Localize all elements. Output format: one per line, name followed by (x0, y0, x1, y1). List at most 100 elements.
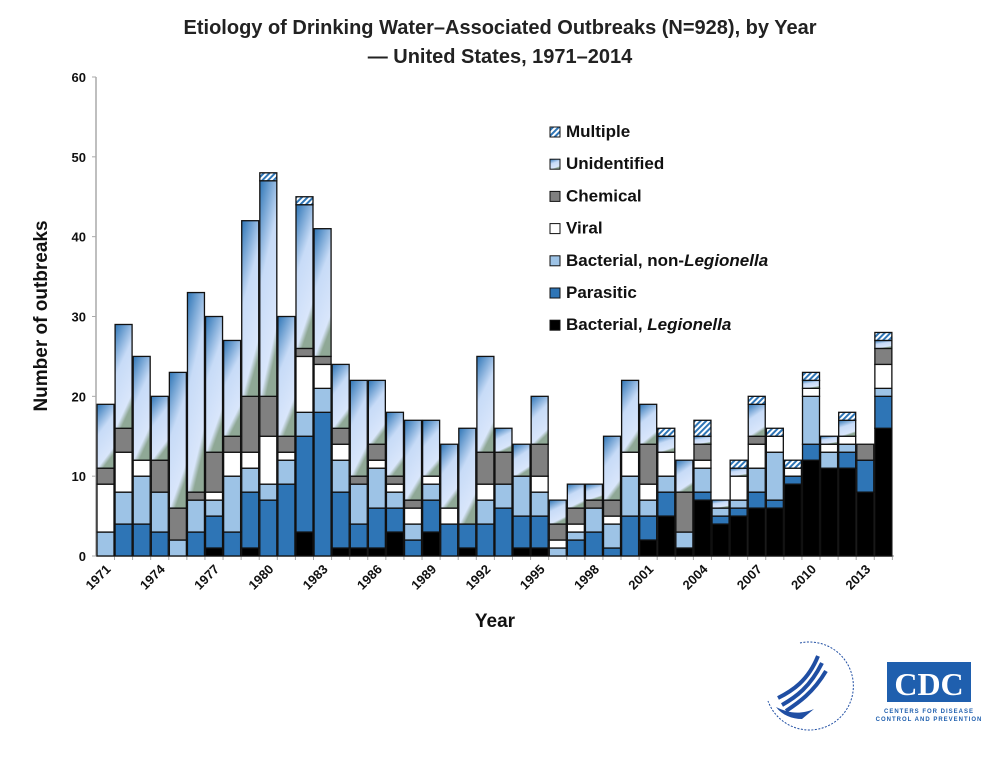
bar-segment-bacterial-non-legionella-1972 (114, 491, 133, 525)
bar-segment-parasitic-2012 (838, 451, 857, 469)
bar-segment-viral-1977 (204, 491, 224, 501)
bar-segment-bacterial-non-legionella-1973 (132, 475, 151, 525)
bar-segment-bacterial-non-legionella-1997 (566, 531, 585, 541)
bar-segment-unidentified-2004 (693, 435, 712, 445)
bar-segment-unidentified-1978 (222, 339, 242, 437)
bar-segment-unidentified-2010 (801, 379, 821, 390)
bar-stack-1974 (150, 395, 169, 557)
bar-segment-viral-1979 (241, 451, 260, 469)
bar-segment-bacterial-non-legionella-2000 (620, 475, 640, 517)
bar-segment-parasitic-1974 (150, 531, 169, 557)
bar-segment-chemical-1978 (222, 435, 242, 453)
bar-segment-bacterial-non-legionella-1992 (476, 499, 495, 525)
bar-segment-parasitic-1984 (331, 491, 350, 549)
bar-segment-viral-2014 (874, 363, 893, 389)
bar-segment-unidentified-1999 (602, 435, 622, 501)
bar-segment-bacterial-legionella-2003 (675, 547, 694, 557)
bar-stack-2005 (711, 499, 730, 557)
legend-item-multiple: Multiple (549, 122, 630, 141)
bar-segment-unidentified-1993 (494, 427, 513, 453)
bar-segment-viral-1986 (367, 459, 387, 469)
bar-segment-chemical-1977 (204, 451, 224, 493)
x-tick-label: 1986 (354, 562, 385, 593)
bar-stack-1989 (421, 419, 441, 557)
bar-segment-chemical-1987 (385, 475, 405, 485)
bar-segment-chemical-2001 (639, 443, 658, 485)
bar-segment-viral-1973 (132, 459, 151, 477)
bar-segment-bacterial-non-legionella-2004 (693, 467, 712, 493)
bar-segment-multiple-1982 (295, 196, 314, 206)
bar-segment-viral-1989 (421, 475, 441, 485)
bar-stack-1994 (512, 443, 531, 557)
bar-segment-bacterial-non-legionella-2006 (729, 499, 748, 509)
y-tick-label: 20 (72, 389, 86, 404)
legend-swatch (549, 126, 561, 138)
bar-segment-unidentified-1990 (440, 443, 459, 509)
bar-segment-chemical-1971 (96, 467, 115, 485)
legend-swatch (549, 255, 561, 267)
legend-swatch (549, 287, 561, 299)
bar-segment-chemical-1982 (295, 347, 314, 358)
bar-stack-2011 (819, 435, 839, 557)
bar-segment-parasitic-2014 (874, 395, 893, 429)
bar-segment-parasitic-1986 (367, 507, 387, 549)
legend-label: Bacterial, non-Legionella (566, 251, 768, 270)
x-tick-label: 1977 (191, 562, 222, 593)
bar-segment-parasitic-1988 (403, 539, 423, 557)
legend-item-bacterial-legionella: Bacterial, Legionella (549, 315, 731, 334)
bar-segment-unidentified-1977 (204, 315, 224, 453)
bar-segment-bacterial-legionella-2001 (639, 539, 658, 557)
bar-segment-multiple-2008 (765, 427, 784, 437)
bar-segment-bacterial-legionella-2013 (856, 491, 875, 557)
y-axis-label: Number of outbreaks (31, 220, 52, 411)
bar-segment-unidentified-1975 (168, 371, 188, 509)
bar-segment-viral-1996 (548, 539, 567, 549)
y-tick-label: 40 (72, 230, 86, 245)
bar-segment-chemical-1976 (186, 491, 206, 501)
bar-segment-unidentified-1992 (476, 355, 495, 453)
legend-label: Parasitic (566, 283, 637, 302)
bar-stack-2007 (747, 395, 766, 557)
bar-segment-chemical-1972 (114, 427, 133, 453)
bar-segment-parasitic-2010 (801, 443, 821, 461)
bar-segment-viral-2011 (819, 443, 839, 453)
bar-segment-bacterial-non-legionella-2008 (765, 451, 784, 501)
bar-stack-1984 (331, 363, 350, 557)
y-tick-label: 30 (72, 310, 86, 325)
bar-segment-bacterial-non-legionella-2007 (747, 467, 766, 493)
bar-segment-bacterial-non-legionella-1977 (204, 499, 224, 517)
x-tick-label: 1971 (83, 562, 114, 593)
bar-segment-multiple-2012 (838, 411, 857, 421)
bar-segment-viral-1995 (530, 475, 549, 493)
bar-segment-multiple-2010 (801, 371, 821, 382)
x-tick-label: 1992 (462, 562, 493, 593)
bar-segment-bacterial-legionella-1985 (349, 547, 368, 557)
bar-segment-unidentified-1989 (421, 419, 441, 477)
bar-segment-parasitic-1983 (313, 411, 332, 557)
bar-segment-multiple-2004 (693, 419, 712, 437)
bar-segment-parasitic-2006 (729, 507, 748, 517)
bar-segment-unidentified-1980 (259, 180, 278, 397)
bar-segment-bacterial-non-legionella-1994 (512, 475, 531, 517)
bar-segment-bacterial-legionella-1986 (367, 547, 387, 557)
legend-label: Viral (566, 219, 603, 238)
bar-segment-viral-2008 (765, 435, 784, 453)
bar-segment-bacterial-non-legionella-2014 (874, 387, 893, 397)
bar-segment-unidentified-2014 (874, 339, 893, 350)
bar-segment-parasitic-1980 (259, 499, 278, 557)
legend-label: Bacterial, Legionella (566, 315, 731, 334)
bar-segment-unidentified-1991 (458, 427, 477, 525)
x-axis-label: Year (475, 611, 516, 632)
bar-segment-unidentified-1979 (241, 220, 260, 397)
bar-segment-unidentified-1988 (403, 419, 423, 501)
bar-segment-chemical-2003 (675, 491, 694, 533)
bar-segment-bacterial-legionella-2009 (783, 483, 803, 557)
bar-segment-viral-2004 (693, 459, 712, 469)
bar-segment-viral-2012 (838, 435, 857, 445)
bar-segment-multiple-1980 (259, 172, 278, 182)
bar-segment-chemical-1983 (313, 355, 332, 366)
bar-segment-bacterial-legionella-2007 (747, 507, 766, 557)
bar-segment-parasitic-1981 (277, 483, 296, 557)
bar-segment-bacterial-non-legionella-1978 (222, 475, 242, 533)
